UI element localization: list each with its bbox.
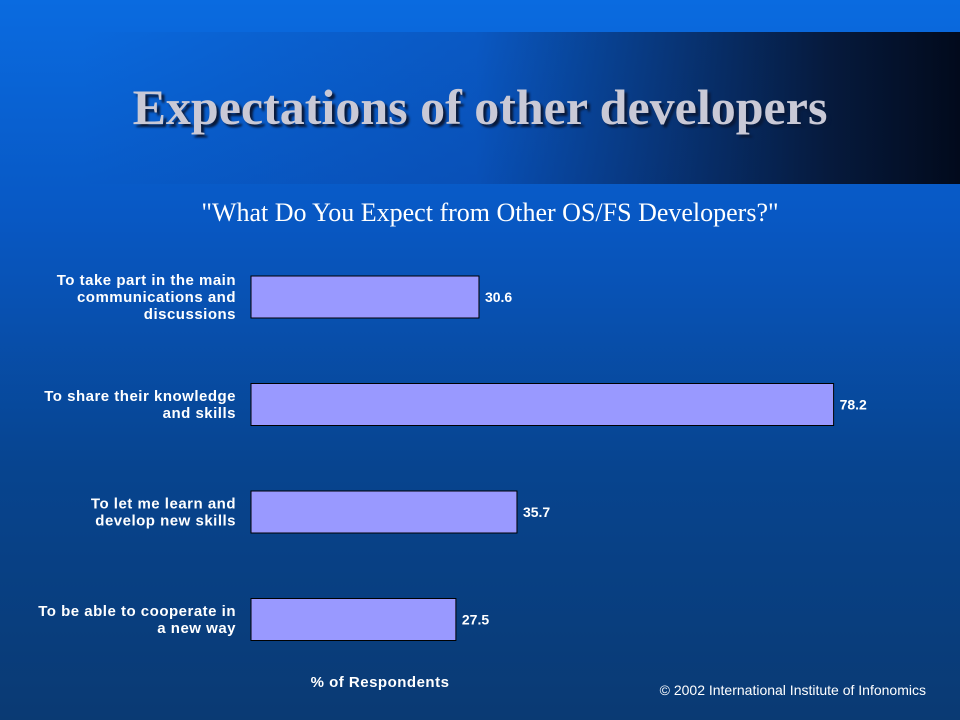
chart-title: "What Do You Expect from Other OS/FS Dev… xyxy=(201,198,779,227)
value-labels: 30.6 78.2 35.7 27.5 xyxy=(462,289,867,628)
slide-title: Expectations of other developers xyxy=(132,79,828,135)
bar-4 xyxy=(250,598,457,641)
bar-3 xyxy=(250,490,518,534)
bars xyxy=(250,275,835,641)
category-label-2-line-1: To share their knowledge xyxy=(44,388,236,405)
category-label-2-line-2: and skills xyxy=(163,405,236,422)
value-label-2: 78.2 xyxy=(840,397,867,413)
category-label-3-line-2: develop new skills xyxy=(95,513,236,530)
x-axis-label: % of Respondents xyxy=(311,674,450,691)
value-label-1: 30.6 xyxy=(485,289,512,305)
value-label-3: 35.7 xyxy=(523,504,550,520)
copyright-notice: © 2002 International Institute of Infono… xyxy=(659,682,926,698)
category-label-4-line-2: a new way xyxy=(157,620,236,637)
category-label-4-line-1: To be able to cooperate in xyxy=(38,603,236,620)
category-label-1-line-2: communications and xyxy=(77,289,236,306)
category-label-1-line-1: To take part in the main xyxy=(57,272,236,289)
category-label-3-line-1: To let me learn and xyxy=(91,496,236,513)
title-band xyxy=(80,32,960,184)
bar-1 xyxy=(250,275,480,319)
bar-2 xyxy=(250,383,835,426)
category-label-1-line-3: discussions xyxy=(144,306,236,323)
value-label-4: 27.5 xyxy=(462,612,489,628)
